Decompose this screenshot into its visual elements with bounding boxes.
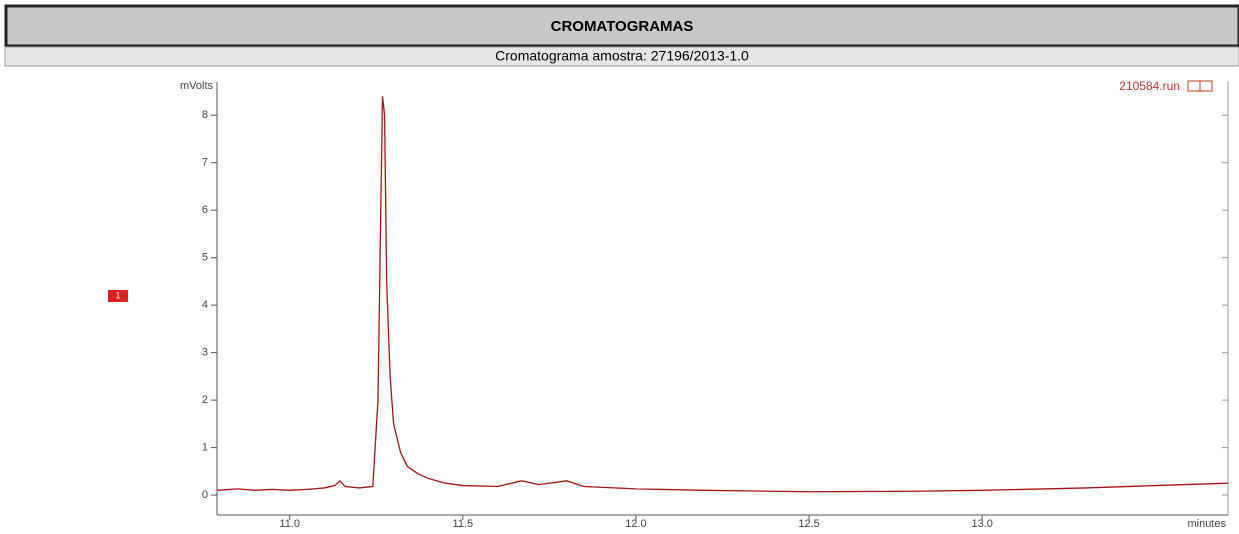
subtitle-bar [4,46,1239,67]
y-tick-label: 7 [202,157,208,169]
y-tick-label: 1 [202,441,208,453]
run-icon [1199,80,1213,92]
x-tick-label: 11.0 [279,518,300,529]
run-label: 210584.run [1119,79,1180,93]
y-tick-label: 6 [202,204,208,216]
title-bar [4,4,1239,48]
x-tick-label: 12.0 [625,518,646,529]
y-tick-label: 5 [202,252,208,264]
series-line [216,96,1229,493]
y-tick-label: 3 [202,347,208,359]
x-tick-label: 13.0 [971,518,992,529]
y-tick-label: 2 [202,394,208,406]
y-tick-label: 8 [202,109,208,121]
subtitle: Cromatograma amostra: 27196/2013-1.0 [495,48,749,64]
title: CROMATOGRAMAS [551,18,694,35]
y-axis-label: mVolts [180,80,214,92]
peak-marker [108,290,128,302]
run-icon [1187,80,1201,92]
y-tick-label: 0 [202,489,208,501]
x-tick-label: 12.5 [798,518,819,529]
peak-label: 1 [115,290,120,300]
y-tick-label: 4 [202,299,208,311]
x-tick-label: 11.5 [453,518,474,529]
x-axis-label: minutes [1187,518,1226,529]
